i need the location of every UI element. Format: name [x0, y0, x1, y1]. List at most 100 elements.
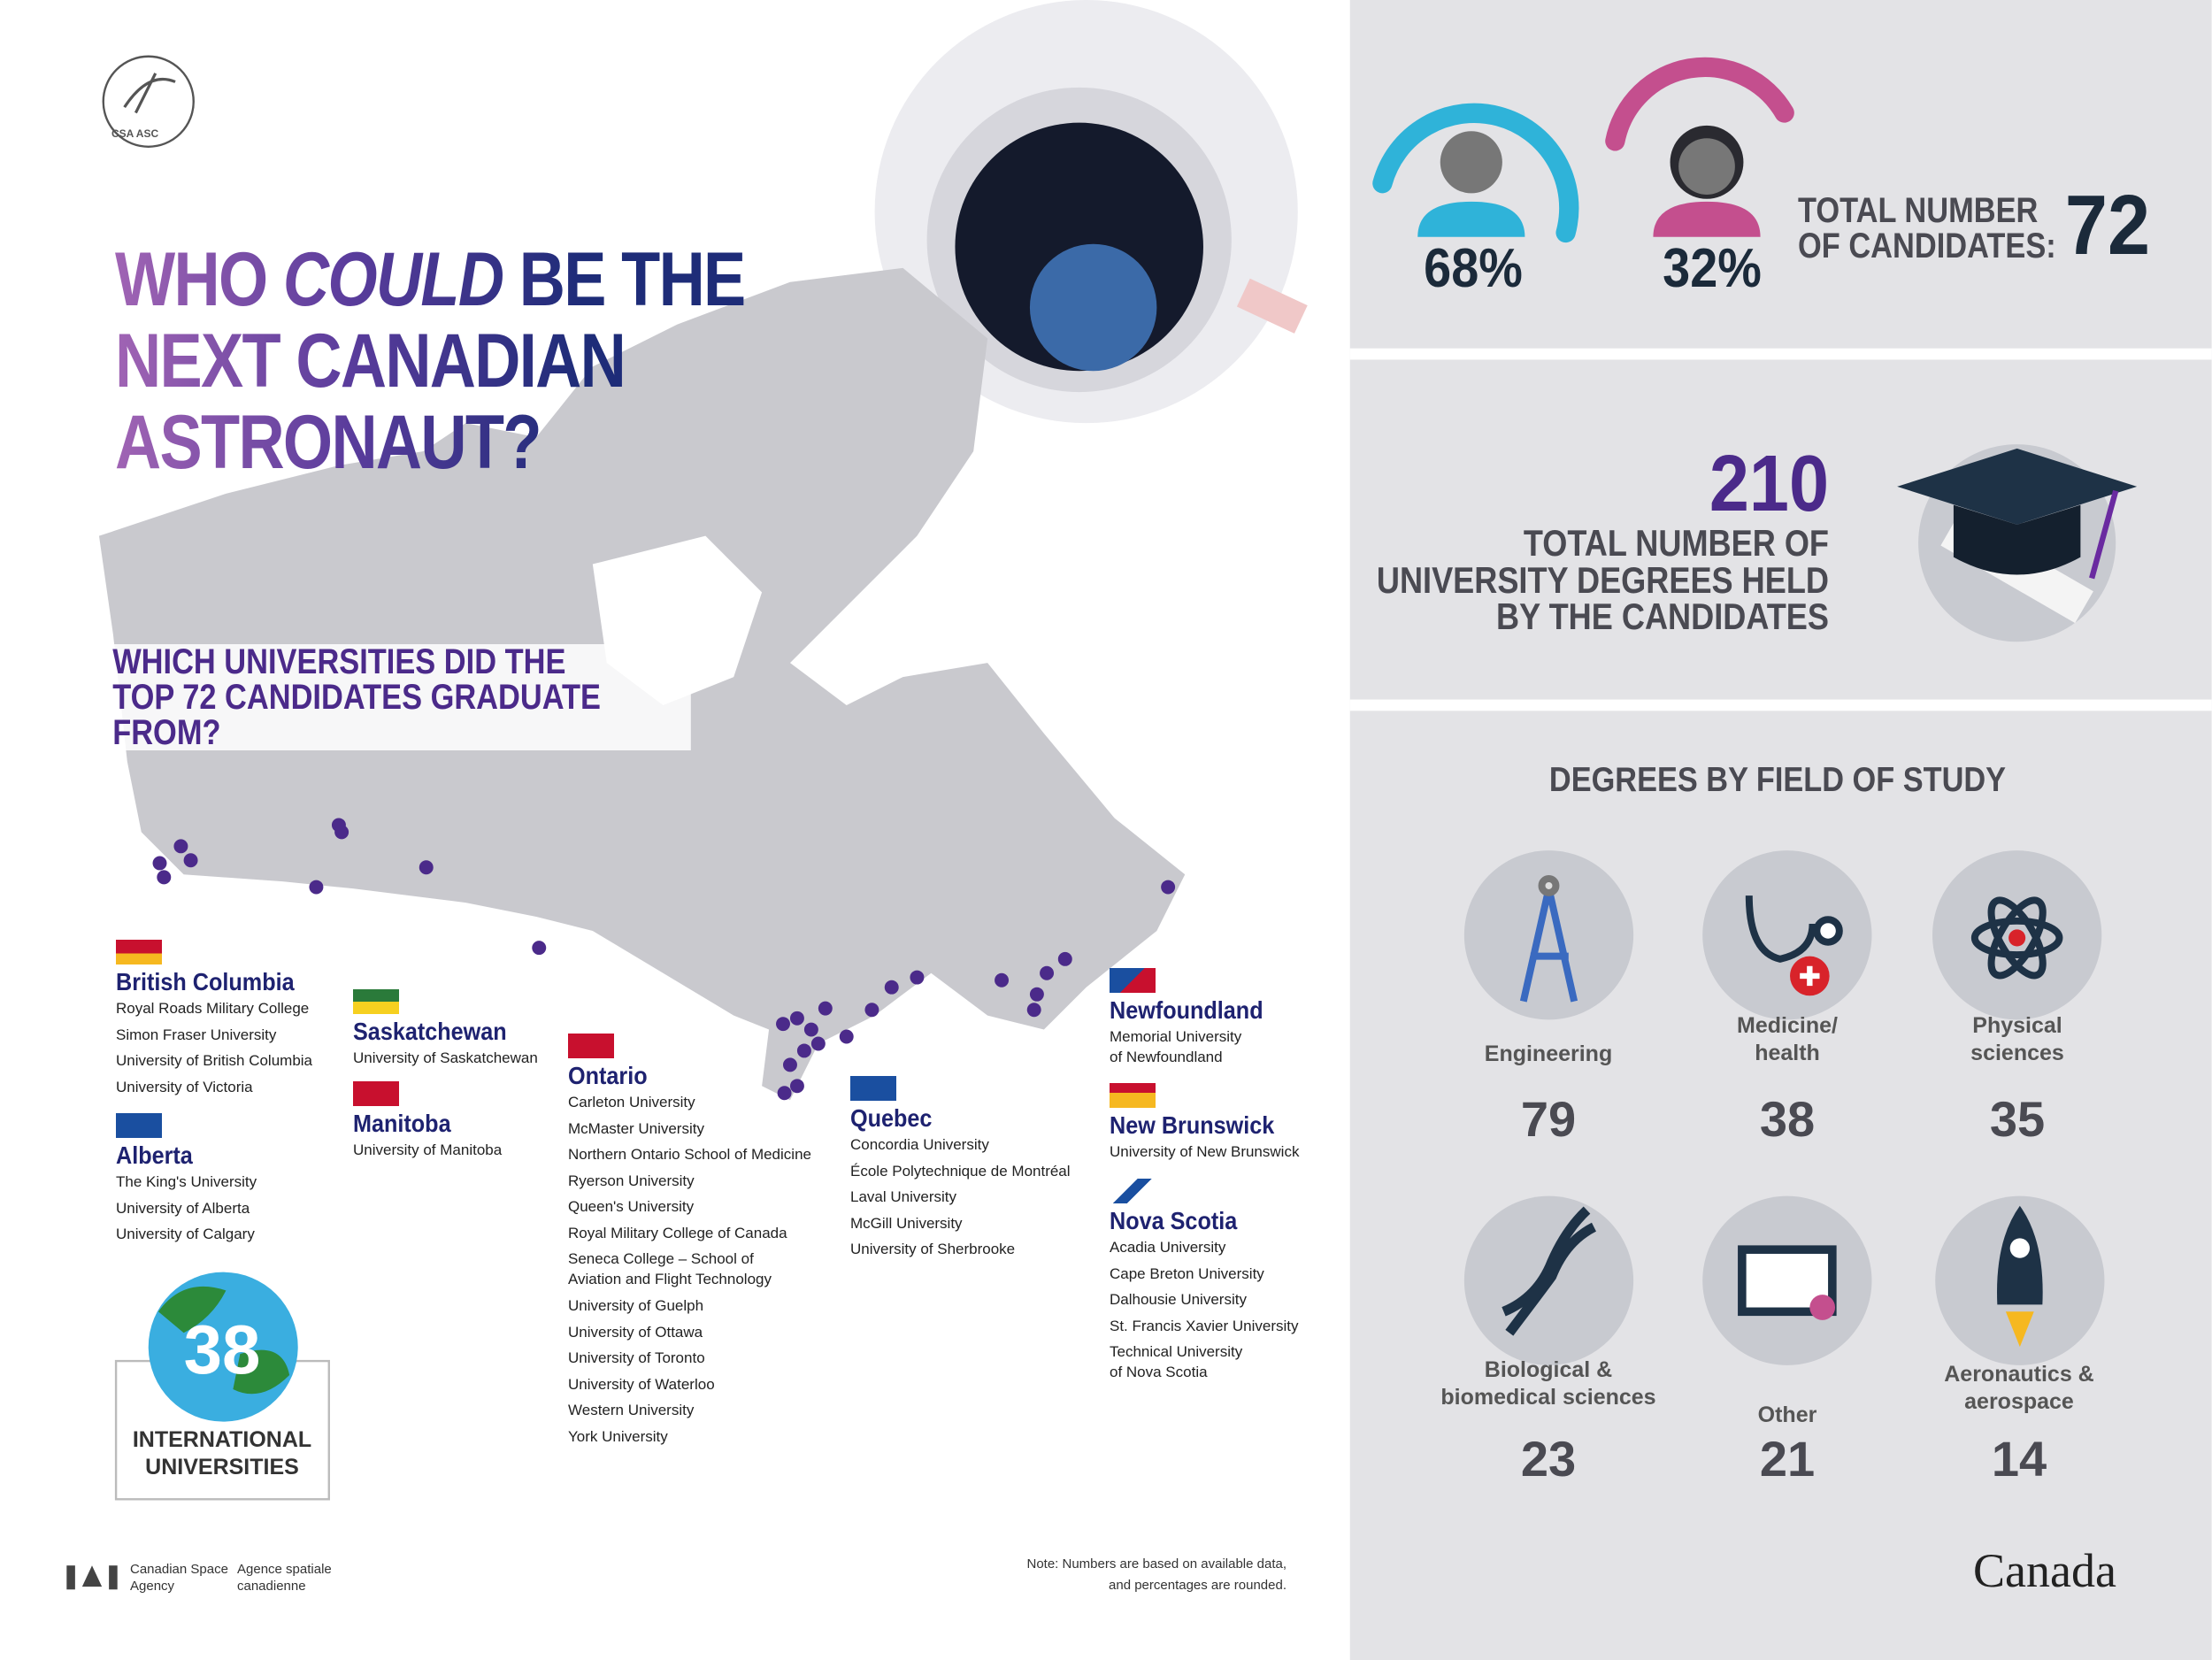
right-panel: [1349, 0, 2212, 1660]
university: Simon Fraser University: [116, 1026, 277, 1043]
province-flag: [850, 1076, 896, 1101]
university: University of Guelph: [568, 1297, 704, 1314]
province-flag: [568, 1034, 614, 1058]
degrees-label: TOTAL NUMBER OF UNIVERSITY DEGREES HELD …: [1376, 522, 1829, 637]
field-value: 23: [1520, 1431, 1577, 1487]
male-arc: [1372, 103, 1579, 243]
international-label: INTERNATIONAL UNIVERSITIES: [132, 1427, 312, 1479]
agency-fr: Agence spatiale canadienne: [237, 1562, 332, 1594]
province-name: Saskatchewan: [353, 1018, 507, 1045]
university: University of Ottawa: [568, 1323, 703, 1341]
university: Western University: [568, 1402, 695, 1418]
university: Laval University: [850, 1188, 956, 1205]
university: Cape Breton University: [1110, 1264, 1264, 1282]
cap-top: [1897, 448, 2138, 525]
university: University of Manitoba: [353, 1141, 503, 1158]
university: École Polytechnique de Montréal: [850, 1162, 1071, 1180]
female-body: [1653, 201, 1761, 237]
province: Quebec Concordia University École Polytech…: [850, 1076, 1071, 1263]
university: University of Calgary: [116, 1226, 255, 1242]
earth-reflection: [1029, 243, 1157, 372]
university: Acadia University: [1110, 1239, 1226, 1256]
province-name: Nova Scotia: [1110, 1207, 1238, 1234]
canada-wordmark: Canada: [1973, 1544, 2116, 1597]
university: Technical University of Nova Scotia: [1110, 1343, 1243, 1380]
university: University of Alberta: [116, 1199, 250, 1217]
field-name: Biological & biomedical sciences: [1440, 1357, 1656, 1410]
female-percent: 32%: [1663, 238, 1762, 299]
map-question: WHICH UNIVERSITIES DID THE TOP 72 CANDID…: [97, 644, 691, 750]
tassel: [2089, 489, 2119, 580]
female-arc: [1605, 57, 1794, 151]
university: Carleton University: [568, 1094, 695, 1111]
field-value: 35: [1989, 1091, 2046, 1147]
university: Royal Military College of Canada: [568, 1224, 787, 1241]
university: St. Francis Xavier University: [1110, 1317, 1299, 1334]
province-name: Quebec: [850, 1104, 933, 1132]
province-name: Manitoba: [353, 1110, 451, 1137]
university: Queen's University: [568, 1198, 695, 1215]
university: University of British Columbia: [116, 1052, 313, 1069]
university: Concordia University: [850, 1136, 989, 1153]
fip-leaf: [81, 1565, 103, 1587]
university: The King's University: [116, 1173, 257, 1190]
province-name: New Brunswick: [1110, 1111, 1275, 1139]
province-name: Alberta: [116, 1141, 193, 1169]
fields-title: DEGREES BY FIELD OF STUDY: [1548, 761, 2007, 799]
university: McMaster University: [568, 1119, 704, 1137]
title: WHO COULD BE THE NEXT CANADIAN ASTRONAUT…: [115, 239, 784, 483]
province-name: British Columbia: [116, 968, 295, 995]
province: Nova Scotia Acadia University Cape Breton …: [1110, 1179, 1299, 1386]
province-name: Ontario: [568, 1062, 648, 1089]
university: University of Saskatchewan: [353, 1049, 538, 1066]
total-candidates-label: TOTAL NUMBER OF CANDIDATES:: [1798, 191, 2056, 265]
province-name: Newfoundland: [1110, 996, 1263, 1024]
university: Seneca College – School of Aviation and …: [568, 1250, 772, 1287]
field-icons: [1502, 875, 2063, 1348]
field-value: 79: [1520, 1091, 1577, 1147]
fip-bar: [109, 1565, 118, 1590]
logo-mark: [123, 73, 176, 114]
province: Newfoundland Memorial University of Newfo…: [1110, 968, 1280, 1071]
male-head: [1440, 131, 1502, 194]
separator: [1349, 699, 2212, 711]
province: New Brunswick University of New Brunswick: [1110, 1083, 1299, 1165]
female-head: [1678, 138, 1735, 195]
university: University of New Brunswick: [1110, 1143, 1300, 1160]
province-flag: [353, 989, 399, 1014]
globe-land: [157, 1286, 290, 1395]
province-flag: [116, 1113, 162, 1138]
field-name: Aeronautics & aerospace: [1944, 1362, 2094, 1414]
logo-text: CSA ASC: [111, 127, 159, 140]
separator: [1349, 348, 2212, 360]
university: Ryerson University: [568, 1172, 695, 1189]
field-name: Engineering: [1484, 1041, 1613, 1066]
university: Dalhousie University: [1110, 1291, 1247, 1308]
university: University of Waterloo: [568, 1375, 715, 1393]
field-value: 38: [1759, 1091, 1816, 1147]
university: University of Toronto: [568, 1349, 705, 1366]
field-value: 14: [1991, 1431, 2047, 1487]
province: Manitoba University of Manitoba: [353, 1081, 502, 1164]
province: Ontario Carleton University McMaster Unive…: [568, 1034, 811, 1449]
male-body: [1417, 201, 1525, 237]
province: Alberta The King's University University o…: [116, 1113, 257, 1248]
university: Royal Roads Military College: [116, 1000, 310, 1017]
cap-base: [1953, 504, 2081, 575]
field-name: Medicine/ health: [1737, 1013, 1838, 1065]
total-candidates-value: 72: [2064, 178, 2150, 273]
title-emphasis: COULD: [282, 237, 503, 322]
province-flag: [1110, 1179, 1156, 1203]
province-flag: [353, 1081, 399, 1106]
fip-bar: [66, 1565, 75, 1590]
field-name: Other: [1757, 1403, 1817, 1427]
degrees-value: 210: [1709, 440, 1829, 528]
agency-en: Canadian Space Agency: [130, 1562, 228, 1594]
province: Saskatchewan University of Saskatchewan: [353, 989, 538, 1072]
province-flag: [1110, 1083, 1156, 1108]
field-value: 21: [1759, 1431, 1816, 1487]
field-name: Physical sciences: [1970, 1013, 2064, 1065]
university: University of Victoria: [116, 1078, 253, 1095]
